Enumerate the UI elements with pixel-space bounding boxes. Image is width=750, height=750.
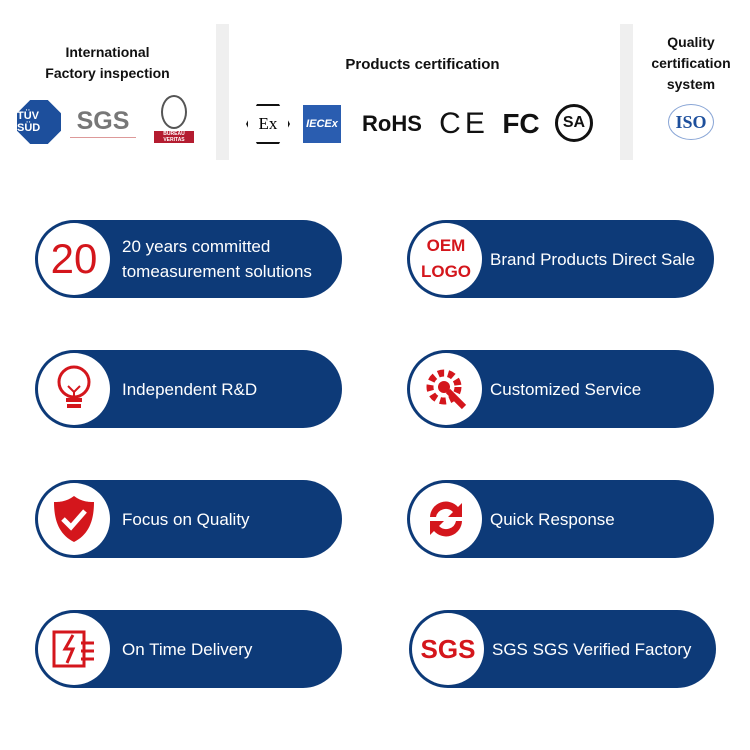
feature-text: Brand Products Direct Sale <box>490 249 696 269</box>
feature-text: On Time Delivery <box>122 639 253 659</box>
feature-text: Customized Service <box>490 379 642 399</box>
feature-20-years: 20 20 years committed tomeasurement solu… <box>35 220 342 298</box>
feature-text: 20 years committed tomeasurement solutio… <box>122 234 312 284</box>
title-line: Quality <box>667 34 715 50</box>
ce-logo: CE <box>439 107 489 140</box>
rohs-logo: RoHS <box>362 111 422 136</box>
title-line: system <box>666 76 716 92</box>
feature-on-time-delivery: On Time Delivery <box>35 610 342 688</box>
feature-quick-response: Quick Response <box>407 480 714 558</box>
feature-sgs-verified: SGS SGS SGS Verified Factory <box>409 610 716 688</box>
products-certification-title: Products certification <box>345 56 500 73</box>
divider <box>216 24 229 160</box>
fcc-logo: FC <box>502 108 540 139</box>
csa-logo: SA <box>555 104 593 142</box>
bureau-veritas-logo: BUREAU VERITAS <box>153 94 195 144</box>
feature-text: Focus on Quality <box>122 509 250 529</box>
feature-line: tomeasurement solutions <box>122 262 312 281</box>
shield-check-icon <box>38 483 110 555</box>
icon-text: LOGO <box>420 262 472 281</box>
sgs-logo: SGS <box>70 106 136 138</box>
sgs-icon: SGS <box>412 613 484 685</box>
refresh-icon <box>410 483 482 555</box>
icon-text: OEM <box>426 236 466 255</box>
feature-text: Quick Response <box>490 509 615 529</box>
divider <box>620 24 633 160</box>
iecex-logo: IECEx <box>303 105 341 143</box>
feature-customized-service: Customized Service <box>407 350 714 428</box>
feature-rnd: Independent R&D <box>35 350 342 428</box>
feature-quality: Focus on Quality <box>35 480 342 558</box>
tuv-logo: TÜV SÜD <box>17 100 61 144</box>
quality-system-title: Quality certification system <box>636 32 746 95</box>
twenty-icon: 20 <box>38 223 110 295</box>
lightbulb-icon <box>38 353 110 425</box>
title-line: certification <box>651 55 731 71</box>
ex-logo: Ex <box>246 104 290 144</box>
feature-text: SGS SGS Verified Factory <box>492 639 692 659</box>
oem-logo-icon: OEM LOGO <box>410 223 482 295</box>
feature-text: Independent R&D <box>122 379 258 399</box>
feature-brand-direct-sale: OEM LOGO Brand Products Direct Sale <box>407 220 714 298</box>
title-line: International <box>65 44 150 60</box>
iso-logo: ISO <box>668 104 714 140</box>
delivery-icon <box>38 613 110 685</box>
feature-line: 20 years committed <box>122 237 271 256</box>
factory-inspection-title: International Factory inspection <box>20 42 195 84</box>
gear-wrench-icon <box>410 353 482 425</box>
title-line: Factory inspection <box>45 65 170 81</box>
